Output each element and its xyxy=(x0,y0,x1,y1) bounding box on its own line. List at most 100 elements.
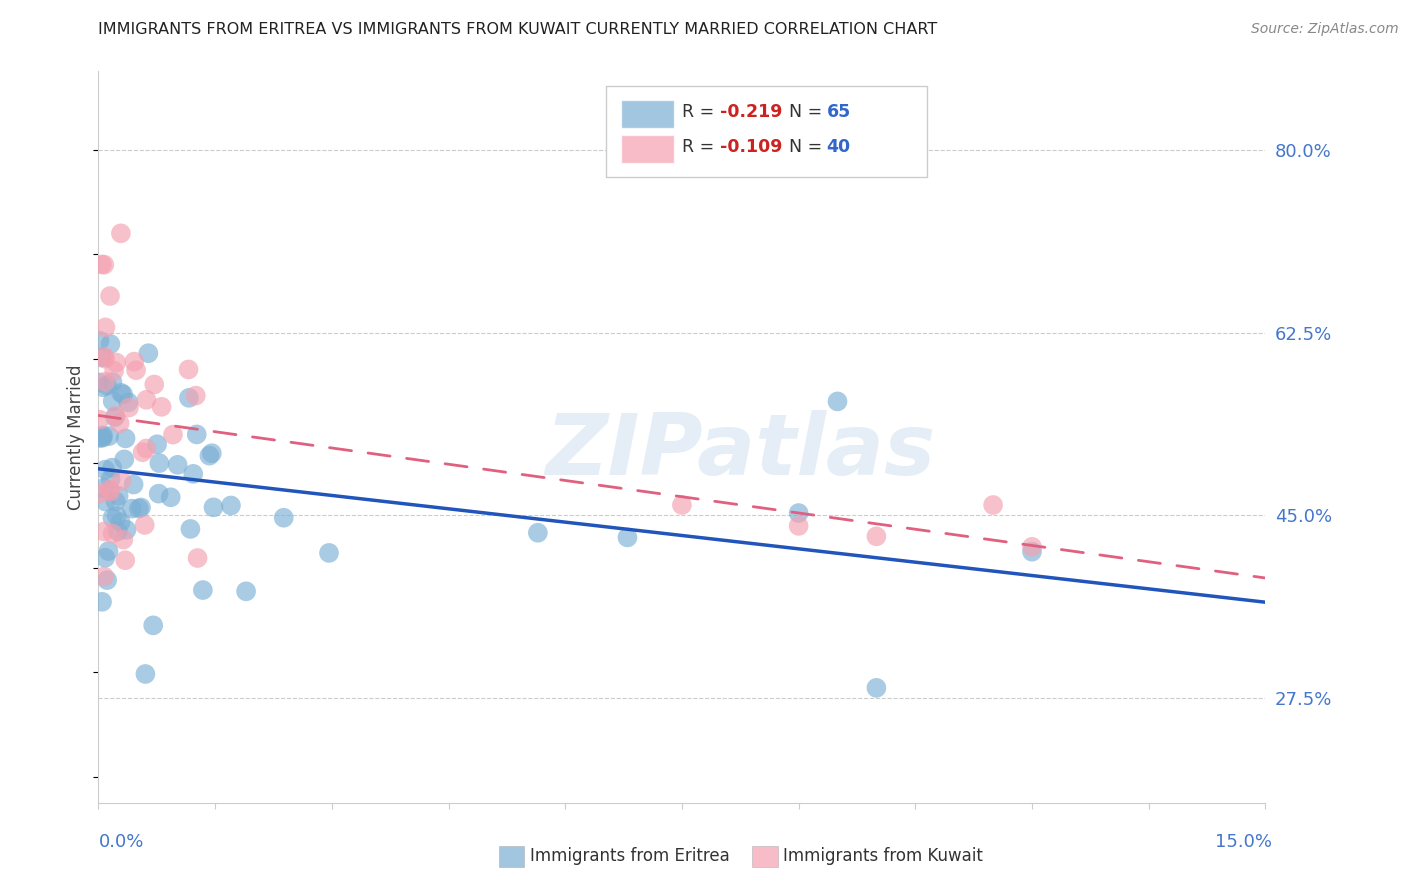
Point xyxy=(94,351,117,366)
Point xyxy=(94,463,117,477)
Point xyxy=(101,460,124,475)
Point xyxy=(191,582,214,597)
Point xyxy=(89,486,111,500)
Point xyxy=(146,437,169,451)
Point xyxy=(177,391,200,405)
Text: 40: 40 xyxy=(827,137,851,156)
Point xyxy=(117,395,139,409)
Point xyxy=(150,400,173,414)
Point xyxy=(112,387,135,401)
Point xyxy=(865,529,887,543)
Text: -0.219: -0.219 xyxy=(720,103,783,120)
Text: 0.0%: 0.0% xyxy=(98,833,143,851)
Point xyxy=(108,417,131,431)
Point xyxy=(89,413,111,427)
Point xyxy=(94,320,117,334)
Text: IMMIGRANTS FROM ERITREA VS IMMIGRANTS FROM KUWAIT CURRENTLY MARRIED CORRELATION : IMMIGRANTS FROM ERITREA VS IMMIGRANTS FR… xyxy=(98,22,938,37)
Point xyxy=(93,569,115,583)
Point xyxy=(98,483,121,497)
Point xyxy=(110,474,132,488)
Point xyxy=(177,362,200,376)
Point xyxy=(138,346,160,360)
FancyBboxPatch shape xyxy=(621,135,673,162)
Text: Immigrants from Eritrea: Immigrants from Eritrea xyxy=(530,847,730,865)
Point xyxy=(187,551,209,566)
Point xyxy=(98,484,121,499)
Point xyxy=(100,337,122,351)
Point xyxy=(114,431,136,445)
Point xyxy=(131,445,153,459)
Text: R =: R = xyxy=(682,103,720,120)
Point xyxy=(865,681,887,695)
Point xyxy=(110,227,132,241)
Point xyxy=(143,377,166,392)
Point xyxy=(159,491,181,505)
Point xyxy=(671,498,693,512)
Point xyxy=(100,472,122,486)
Point xyxy=(94,375,117,389)
Point xyxy=(235,584,257,599)
Point xyxy=(318,546,340,560)
Point xyxy=(105,355,128,369)
Point xyxy=(87,376,110,390)
Point xyxy=(129,500,152,515)
Point xyxy=(90,257,112,271)
Point xyxy=(101,511,124,525)
Point xyxy=(135,392,157,407)
Point xyxy=(202,500,225,515)
Point xyxy=(114,553,136,567)
Point xyxy=(122,354,145,368)
Point xyxy=(110,515,132,529)
Point xyxy=(166,458,188,472)
Point xyxy=(827,394,849,409)
Point xyxy=(134,667,156,681)
Point xyxy=(273,510,295,524)
Point xyxy=(91,428,114,442)
Point xyxy=(162,427,184,442)
Point xyxy=(110,385,132,400)
Point xyxy=(112,533,135,547)
Point xyxy=(93,524,115,539)
FancyBboxPatch shape xyxy=(606,86,927,178)
Point xyxy=(91,595,114,609)
Point xyxy=(97,544,120,558)
Point xyxy=(91,431,114,445)
Point xyxy=(89,431,111,445)
Text: N =: N = xyxy=(789,103,828,120)
Point xyxy=(125,363,148,377)
Point xyxy=(107,489,129,503)
Point xyxy=(105,508,128,523)
Point xyxy=(90,351,112,365)
Point xyxy=(148,456,170,470)
Point xyxy=(198,449,221,463)
Point xyxy=(94,550,117,565)
Point xyxy=(179,522,201,536)
Y-axis label: Currently Married: Currently Married xyxy=(67,364,86,510)
Point xyxy=(134,518,156,533)
Point xyxy=(112,452,135,467)
Point xyxy=(981,498,1004,512)
Text: N =: N = xyxy=(789,137,828,156)
Text: 15.0%: 15.0% xyxy=(1215,833,1272,851)
Point xyxy=(148,486,170,500)
Point xyxy=(787,519,810,533)
Point xyxy=(787,506,810,520)
Text: R =: R = xyxy=(682,137,720,156)
Point xyxy=(186,427,208,442)
Point xyxy=(118,401,141,415)
Point xyxy=(121,501,143,516)
Point xyxy=(91,380,114,394)
Point xyxy=(201,446,224,460)
Point xyxy=(104,410,127,425)
Point xyxy=(101,375,124,389)
Point xyxy=(128,501,150,516)
Point xyxy=(1021,540,1043,554)
Text: -0.109: -0.109 xyxy=(720,137,783,156)
FancyBboxPatch shape xyxy=(752,846,778,867)
Text: Source: ZipAtlas.com: Source: ZipAtlas.com xyxy=(1251,22,1399,37)
Point xyxy=(219,499,242,513)
Point xyxy=(181,467,204,481)
Point xyxy=(94,494,117,508)
Text: 65: 65 xyxy=(827,103,851,120)
Point xyxy=(98,429,121,443)
